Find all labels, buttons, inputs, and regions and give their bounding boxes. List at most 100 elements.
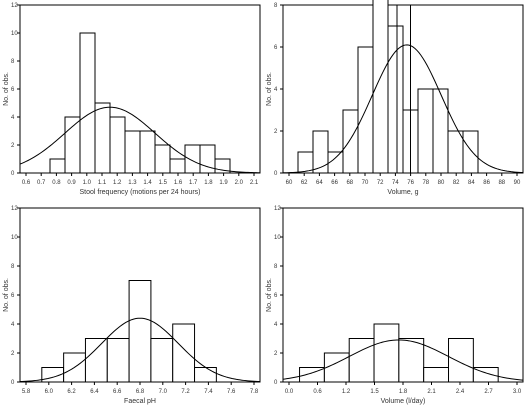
histogram-bar	[150, 338, 174, 383]
histogram-bar	[462, 130, 479, 174]
x-tick-label: 86	[483, 180, 490, 186]
histogram-bar	[49, 158, 66, 174]
x-tick-label: 1.5	[370, 389, 379, 395]
x-tick-label: 6.6	[113, 389, 122, 395]
x-tick-label: 66	[331, 180, 338, 186]
x-tick-label: 2.1	[427, 389, 436, 395]
x-tick-label: 7.4	[204, 389, 213, 395]
x-tick-label: 5.8	[22, 389, 31, 395]
histogram-bar	[184, 144, 201, 174]
y-tick-label: 12	[11, 206, 18, 212]
y-tick-label: 6	[11, 293, 15, 299]
y-tick-label: 8	[11, 264, 15, 270]
histogram-bar	[194, 367, 217, 383]
x-tick-label: 1.2	[113, 180, 122, 186]
x-tick-label: 2.7	[484, 389, 493, 395]
y-tick-label: 0	[11, 171, 15, 177]
x-tick-label: 76	[407, 180, 414, 186]
y-tick-label: 12	[11, 3, 18, 9]
normal-curve	[19, 106, 261, 174]
x-axis-label: Faecal pH	[124, 398, 156, 405]
y-tick-label: 8	[11, 59, 15, 65]
histogram-bar	[423, 367, 450, 383]
histogram-bar	[387, 25, 404, 174]
histogram-bar	[312, 130, 329, 174]
x-tick-label: 62	[301, 180, 308, 186]
y-tick-label: 4	[274, 322, 278, 328]
x-tick-label: 90	[514, 180, 521, 186]
x-tick-label: 1.9	[219, 180, 228, 186]
y-tick-label: 10	[11, 235, 18, 241]
y-tick-label: 0	[274, 171, 278, 177]
x-tick-label: 6.4	[90, 389, 99, 395]
histogram-bar	[106, 338, 130, 383]
histogram-bar	[79, 32, 96, 174]
y-tick-label: 6	[274, 45, 278, 51]
x-tick-label: 1.4	[143, 180, 152, 186]
histogram-bar	[124, 130, 141, 174]
normal-curve	[282, 44, 524, 174]
y-tick-label: 10	[274, 235, 281, 241]
x-tick-label: 1.7	[189, 180, 198, 186]
y-tick-label: 4	[11, 322, 15, 328]
y-tick-label: 0	[274, 380, 278, 386]
histogram-bar	[348, 338, 375, 383]
histogram-bar	[342, 109, 359, 174]
histogram-bar	[373, 323, 400, 383]
x-tick-label: 82	[453, 180, 460, 186]
x-tick-label: 0.9	[67, 180, 76, 186]
y-tick-label: 10	[11, 31, 18, 37]
histogram-bar	[447, 130, 464, 174]
x-axis-label: Volume, g	[387, 189, 418, 196]
x-axis-label: Volume (l/day)	[381, 398, 426, 405]
histogram-bar	[199, 144, 216, 174]
x-tick-label: 1.3	[128, 180, 137, 186]
histogram-bar	[417, 88, 434, 174]
y-tick-label: 8	[274, 264, 278, 270]
x-tick-label: 3.0	[513, 389, 522, 395]
histogram-bar	[448, 338, 474, 383]
y-tick-label: 4	[274, 87, 278, 93]
histogram-bar	[432, 88, 449, 174]
x-tick-label: 7.0	[159, 389, 168, 395]
x-tick-label: 1.8	[399, 389, 408, 395]
x-axis-label: Stool frequency (motions per 24 hours)	[79, 189, 200, 196]
y-tick-label: 12	[274, 206, 281, 212]
histogram-bar	[323, 352, 350, 383]
y-tick-label: 6	[11, 87, 15, 93]
x-tick-label: 60	[286, 180, 293, 186]
x-tick-label: 0.6	[313, 389, 322, 395]
x-tick-label: 64	[316, 180, 323, 186]
x-tick-label: 0.7	[37, 180, 46, 186]
x-tick-label: 74	[392, 180, 399, 186]
x-tick-label: 7.2	[181, 389, 190, 395]
histogram-bar	[169, 158, 186, 174]
y-tick-label: 2	[11, 351, 15, 357]
x-tick-label: 84	[468, 180, 475, 186]
histogram-bar	[109, 116, 126, 174]
histogram-bar	[172, 323, 196, 383]
x-tick-label: 0.6	[22, 180, 31, 186]
x-tick-label: 1.5	[159, 180, 168, 186]
x-tick-label: 1.2	[342, 389, 351, 395]
x-tick-label: 0.0	[285, 389, 294, 395]
x-tick-label: 7.8	[250, 389, 259, 395]
x-tick-label: 2.1	[250, 180, 259, 186]
x-tick-label: 72	[377, 180, 384, 186]
x-tick-label: 6.8	[136, 389, 145, 395]
x-tick-label: 0.8	[52, 180, 61, 186]
y-tick-label: 4	[11, 115, 15, 121]
histogram-bar	[94, 102, 111, 174]
y-axis-label: No. of obs.	[3, 278, 10, 312]
x-tick-label: 88	[498, 180, 505, 186]
y-tick-label: 8	[274, 3, 278, 9]
normal-curve	[19, 317, 261, 383]
normal-curve	[282, 339, 524, 381]
histogram-bar	[398, 338, 425, 383]
x-tick-label: 6.2	[67, 389, 76, 395]
y-axis-label: No. of obs.	[266, 278, 273, 312]
histogram-bar	[128, 280, 152, 383]
y-tick-label: 0	[11, 380, 15, 386]
x-tick-label: 68	[346, 180, 353, 186]
